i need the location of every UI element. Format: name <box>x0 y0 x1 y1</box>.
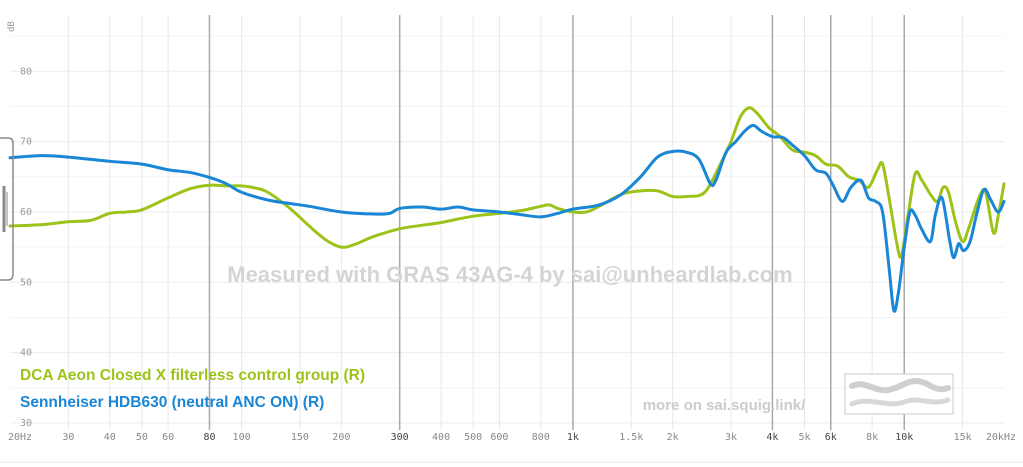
x-axis-ticks: 20Hz 30 40 50 60 80 100 150 200 300 400 500 600 800 1k… <box>8 432 1016 443</box>
x-tick-label: 1.5k <box>619 432 643 443</box>
x-tick-label: 40 <box>104 432 116 443</box>
y-tick-label: 40 <box>20 348 32 359</box>
x-tick-label: 400 <box>432 432 450 443</box>
x-tick-label: 15k <box>954 432 972 443</box>
x-tick-label: 20Hz <box>8 432 32 443</box>
x-tick-label: 1k <box>567 432 579 443</box>
x-tick-label: 20kHz <box>986 432 1016 443</box>
series-line-hdb630 <box>8 123 1006 313</box>
y-tick-label: 80 <box>20 66 32 77</box>
x-tick-label: 3k <box>725 432 737 443</box>
y-tick-label: 70 <box>20 137 32 148</box>
x-tick-label: 5k <box>798 432 810 443</box>
x-tick-label: 100 <box>233 432 251 443</box>
y-axis-scaler-handle[interactable] <box>0 137 14 281</box>
x-tick-label: 60 <box>162 432 174 443</box>
x-tick-label: 500 <box>464 432 482 443</box>
squiglink-logo-icon[interactable] <box>844 373 954 415</box>
y-tick-label: 30 <box>20 418 32 429</box>
x-tick-label: 200 <box>332 432 350 443</box>
x-tick-label: 6k <box>825 432 837 443</box>
y-axis-unit-label: dB <box>7 21 17 32</box>
x-tick-label: 600 <box>490 432 508 443</box>
series-lines <box>8 106 1006 313</box>
y-axis-ticks: 30 40 50 60 70 80 <box>20 66 32 429</box>
x-tick-label: 80 <box>203 432 215 443</box>
legend-entry-hdb630[interactable]: Sennheiser HDB630 (neutral ANC ON) (R) <box>20 394 324 411</box>
x-tick-label: 8k <box>866 432 878 443</box>
y-tick-label: 60 <box>20 207 32 218</box>
chart-legend: DCA Aeon Closed X filterless control gro… <box>20 367 365 411</box>
x-tick-label: 150 <box>291 432 309 443</box>
x-tick-label: 10k <box>895 432 913 443</box>
credit-link-text[interactable]: more on sai.squig.link/ <box>643 397 806 414</box>
x-tick-label: 300 <box>391 432 409 443</box>
series-line-aeon <box>8 106 1006 259</box>
legend-entry-aeon[interactable]: DCA Aeon Closed X filterless control gro… <box>20 367 365 384</box>
y-tick-label: 50 <box>20 277 32 288</box>
x-tick-label: 50 <box>136 432 148 443</box>
x-tick-label: 2k <box>667 432 679 443</box>
x-tick-label: 30 <box>62 432 74 443</box>
watermark-text: Measured with GRAS 43AG-4 by sai@unheard… <box>227 262 792 287</box>
x-tick-label: 800 <box>532 432 550 443</box>
x-tick-label: 4k <box>766 432 778 443</box>
